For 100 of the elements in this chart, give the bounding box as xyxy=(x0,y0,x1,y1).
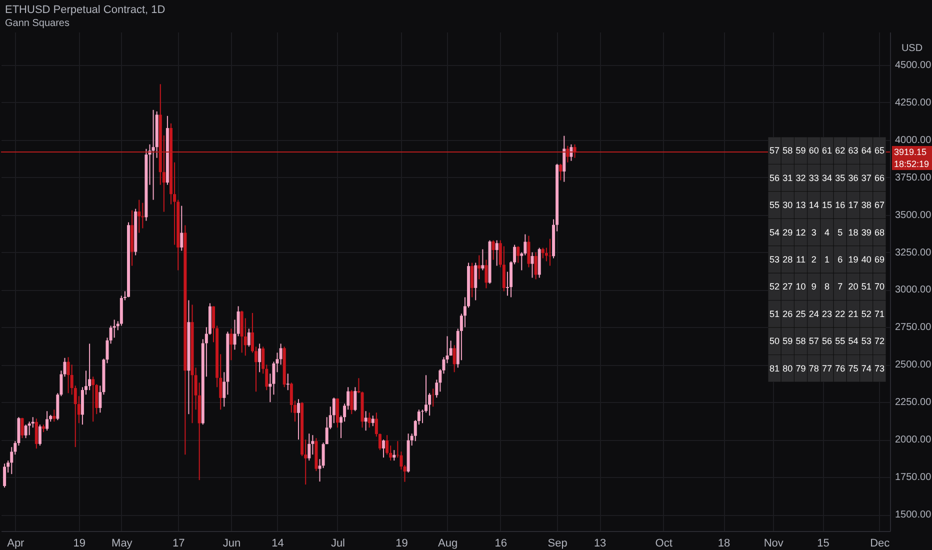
data-label: 6 xyxy=(838,254,843,264)
x-tick-label: 13 xyxy=(594,538,606,550)
candlestick xyxy=(446,336,449,364)
candlestick xyxy=(66,356,70,394)
data-label: 73 xyxy=(874,363,884,374)
candlestick xyxy=(180,205,184,252)
candlestick xyxy=(403,464,406,482)
data-label: 58 xyxy=(782,146,793,156)
candlestick xyxy=(534,252,538,280)
candlestick xyxy=(559,163,562,181)
x-tick-label: Dec xyxy=(870,538,890,550)
data-label: 75 xyxy=(848,363,858,374)
data-label: 31 xyxy=(782,172,793,183)
data-label: 51 xyxy=(861,282,872,292)
candlestick xyxy=(258,343,262,373)
chart-title: ETHUSD Perpetual Contract, 1D xyxy=(5,4,166,16)
data-label: 28 xyxy=(782,254,793,264)
candlestick xyxy=(3,463,6,488)
data-label: 3 xyxy=(811,227,816,238)
data-label: 50 xyxy=(770,336,780,346)
candlestick xyxy=(392,450,396,462)
data-label: 38 xyxy=(861,200,872,210)
data-label: 5 xyxy=(838,227,843,238)
data-label: 53 xyxy=(861,336,872,346)
data-label: 32 xyxy=(796,172,806,183)
data-label: 30 xyxy=(782,200,793,210)
data-label: 55 xyxy=(770,200,780,210)
data-label: 68 xyxy=(874,227,884,238)
data-label: 54 xyxy=(848,336,858,346)
data-label: 63 xyxy=(848,146,858,156)
data-label: 59 xyxy=(782,336,793,346)
data-label: 71 xyxy=(874,308,884,319)
candlestick xyxy=(530,252,534,278)
data-label: 17 xyxy=(848,200,858,210)
data-label: 72 xyxy=(874,336,884,346)
data-label: 76 xyxy=(835,363,846,374)
data-label: 67 xyxy=(874,200,884,210)
data-label: 12 xyxy=(796,227,806,238)
candlestick xyxy=(382,439,386,458)
candlestick xyxy=(34,418,38,450)
data-label: 7 xyxy=(838,282,843,292)
data-label: 24 xyxy=(808,308,819,319)
x-tick-label: 14 xyxy=(272,538,284,550)
data-label: 9 xyxy=(811,282,816,292)
candlestick xyxy=(562,135,566,182)
candlestick xyxy=(470,262,474,298)
y-tick-label: 3750.00 xyxy=(895,172,932,184)
data-label: 62 xyxy=(835,146,846,156)
data-label: 33 xyxy=(808,172,819,183)
data-label: 78 xyxy=(808,363,819,374)
candlestick xyxy=(286,373,290,391)
candlestick xyxy=(230,328,233,361)
data-label: 59 xyxy=(796,146,806,156)
data-label: 57 xyxy=(808,336,819,346)
data-label: 66 xyxy=(874,172,884,183)
x-tick-label: Oct xyxy=(655,538,672,550)
x-tick-label: Apr xyxy=(7,538,25,550)
candlestick xyxy=(478,254,481,280)
data-label: 22 xyxy=(835,308,846,319)
data-label: 55 xyxy=(835,336,846,346)
y-tick-label: 2500.00 xyxy=(895,360,932,371)
chart-subtitle: Gann Squares xyxy=(5,18,70,29)
data-label: 80 xyxy=(782,363,793,374)
x-tick-label: 18 xyxy=(718,538,730,550)
data-label: 14 xyxy=(808,200,819,210)
candlestick xyxy=(52,409,56,422)
candlestick xyxy=(492,240,495,260)
candlestick xyxy=(138,199,141,234)
data-label: 64 xyxy=(861,146,872,156)
candlestick xyxy=(484,259,488,289)
data-label: 26 xyxy=(782,308,793,319)
y-axis-title: USD xyxy=(901,43,923,54)
candlestick xyxy=(474,262,478,301)
candlestick xyxy=(570,144,573,162)
x-tick-label: May xyxy=(112,538,133,550)
data-label: 65 xyxy=(874,146,884,156)
data-label: 52 xyxy=(861,308,872,319)
candlestick xyxy=(452,344,456,373)
candlestick xyxy=(495,240,498,266)
y-tick-label: 2250.00 xyxy=(895,397,932,408)
candlestick xyxy=(88,343,92,391)
x-tick-label: 19 xyxy=(396,538,408,550)
data-label: 36 xyxy=(848,172,858,183)
data-label: 51 xyxy=(770,308,780,319)
data-label: 69 xyxy=(874,254,884,264)
candlestick xyxy=(46,410,49,432)
data-label: 1 xyxy=(824,254,830,264)
x-tick-label: 16 xyxy=(494,538,508,550)
data-label: 74 xyxy=(861,363,872,374)
candlestick xyxy=(354,386,357,412)
data-label: 23 xyxy=(822,308,832,319)
x-tick-label: Jun xyxy=(222,538,241,550)
y-tick-label: 3500.00 xyxy=(895,210,932,221)
data-label: 29 xyxy=(782,227,793,238)
data-label: 21 xyxy=(848,308,858,319)
data-label: 35 xyxy=(835,172,846,183)
candlestick xyxy=(548,238,552,266)
candlestick xyxy=(28,421,31,436)
data-label: 19 xyxy=(848,254,858,264)
data-label: 20 xyxy=(848,282,858,292)
